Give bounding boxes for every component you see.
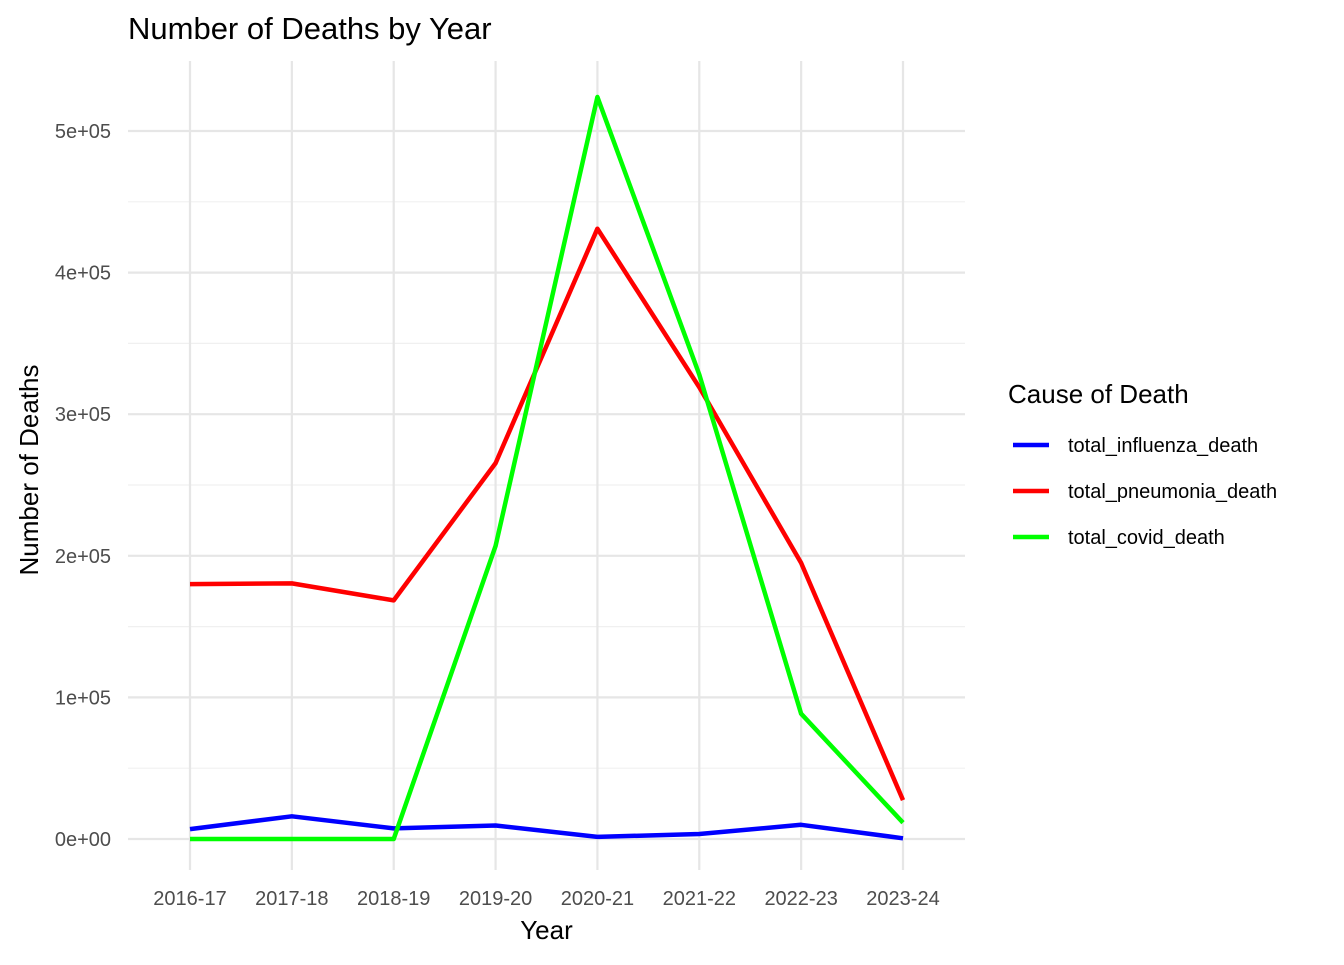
y-tick-label: 2e+05 — [55, 546, 111, 568]
x-tick-label: 2016-17 — [153, 888, 226, 910]
x-tick-label: 2018-19 — [357, 888, 430, 910]
x-tick-label: 2020-21 — [561, 888, 634, 910]
y-tick-labels: 0e+00 1e+05 2e+05 3e+05 4e+05 5e+05 — [55, 121, 111, 851]
y-tick-label: 1e+05 — [55, 687, 111, 709]
legend-label: total_influenza_death — [1068, 435, 1258, 457]
legend: Cause of Death total_influenza_deathtota… — [1008, 379, 1277, 549]
legend-label: total_pneumonia_death — [1068, 481, 1277, 503]
x-tick-label: 2019-20 — [459, 888, 532, 910]
legend-label: total_covid_death — [1068, 527, 1225, 549]
series-line-total-influenza-death — [189, 814, 904, 841]
x-axis-title: Year — [520, 915, 573, 945]
chart-title: Number of Deaths by Year — [128, 11, 492, 46]
legend-title: Cause of Death — [1008, 379, 1189, 409]
series-line-total-covid-death — [190, 94, 905, 842]
x-tick-label: 2021-22 — [663, 888, 736, 910]
x-tick-label: 2022-23 — [764, 888, 837, 910]
y-tick-label: 4e+05 — [55, 263, 111, 285]
legend-items: total_influenza_death total_pneumonia_dea… — [1013, 435, 1277, 549]
y-tick-label: 0e+00 — [55, 829, 111, 851]
y-tick-label: 5e+05 — [55, 121, 111, 143]
grid-lines — [128, 61, 965, 870]
x-tick-labels: 2016-17 2017-18 2018-19 2019-20 2020-21 2021-… — [153, 888, 939, 910]
series-lines — [189, 94, 906, 842]
x-tick-label: 2023-24 — [866, 888, 939, 910]
series-line-total-pneumonia-death — [189, 226, 906, 801]
y-axis-title: Number of Deaths — [14, 365, 44, 576]
y-tick-label: 3e+05 — [55, 404, 111, 426]
x-tick-label: 2017-18 — [255, 888, 328, 910]
